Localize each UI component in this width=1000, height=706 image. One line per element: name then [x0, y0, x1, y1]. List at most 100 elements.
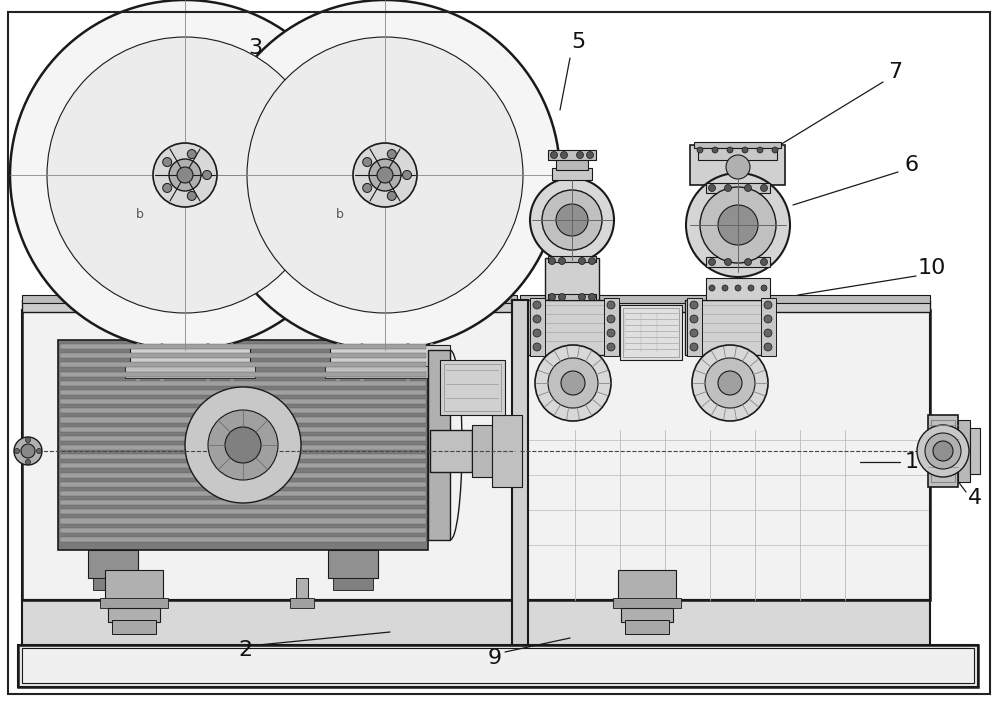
Bar	[512, 300, 528, 645]
Bar	[520, 600, 930, 645]
Bar	[958, 420, 970, 482]
Circle shape	[533, 343, 541, 351]
Circle shape	[708, 258, 716, 265]
Bar	[60, 344, 426, 349]
Bar	[970, 428, 980, 474]
Bar	[528, 300, 618, 355]
Circle shape	[387, 150, 396, 159]
Bar	[60, 381, 426, 385]
Circle shape	[185, 387, 301, 503]
Circle shape	[576, 152, 584, 159]
Circle shape	[748, 285, 754, 291]
Bar	[60, 481, 426, 486]
Circle shape	[10, 0, 360, 350]
Bar	[625, 620, 669, 634]
Circle shape	[705, 358, 755, 408]
Circle shape	[726, 155, 750, 179]
Circle shape	[690, 329, 698, 337]
Circle shape	[724, 258, 732, 265]
Circle shape	[917, 425, 969, 477]
Bar	[931, 420, 955, 482]
Circle shape	[712, 147, 718, 153]
Circle shape	[744, 258, 752, 265]
Bar	[621, 608, 673, 622]
Circle shape	[718, 205, 758, 245]
Bar	[60, 426, 426, 431]
Text: 4: 4	[968, 488, 982, 508]
Circle shape	[558, 294, 566, 301]
Bar	[472, 425, 492, 477]
Circle shape	[548, 294, 556, 301]
Bar	[112, 620, 156, 634]
Bar	[100, 598, 168, 608]
Bar	[60, 445, 426, 450]
Bar	[60, 537, 426, 542]
Circle shape	[208, 410, 278, 480]
Bar	[60, 491, 426, 496]
Circle shape	[772, 147, 778, 153]
Circle shape	[764, 329, 772, 337]
Bar	[552, 168, 592, 180]
Bar	[60, 436, 426, 441]
Bar	[520, 600, 930, 645]
Bar	[108, 608, 160, 622]
Circle shape	[225, 427, 261, 463]
Circle shape	[607, 315, 615, 323]
Circle shape	[697, 147, 703, 153]
Bar	[296, 578, 308, 600]
Circle shape	[177, 167, 193, 183]
Circle shape	[727, 147, 733, 153]
Circle shape	[561, 371, 585, 395]
Circle shape	[607, 301, 615, 309]
Bar	[333, 578, 373, 590]
Circle shape	[578, 294, 586, 301]
Bar	[60, 408, 426, 413]
Bar	[620, 305, 682, 360]
Circle shape	[690, 315, 698, 323]
Bar	[325, 366, 455, 378]
Circle shape	[530, 178, 614, 262]
Text: 10: 10	[918, 258, 946, 278]
Circle shape	[761, 258, 768, 265]
Circle shape	[387, 191, 396, 201]
Bar	[512, 300, 528, 645]
Text: 5: 5	[571, 32, 585, 52]
Bar	[58, 340, 428, 550]
Circle shape	[548, 258, 556, 265]
Bar	[60, 463, 426, 468]
Circle shape	[761, 285, 767, 291]
Circle shape	[558, 258, 566, 265]
Bar	[22, 295, 517, 303]
Bar	[706, 183, 770, 193]
Bar	[548, 256, 596, 262]
Text: 7: 7	[888, 62, 902, 82]
Bar	[18, 645, 978, 687]
Circle shape	[744, 184, 752, 191]
Bar	[556, 158, 588, 170]
Bar	[623, 308, 679, 357]
Bar	[22, 600, 517, 645]
Bar	[130, 345, 250, 367]
Bar	[604, 298, 619, 356]
Bar	[22, 648, 974, 683]
Circle shape	[761, 184, 768, 191]
Circle shape	[718, 371, 742, 395]
Bar	[687, 298, 702, 356]
Bar	[520, 295, 930, 303]
Text: b: b	[136, 208, 144, 222]
Circle shape	[533, 329, 541, 337]
Circle shape	[556, 204, 588, 236]
Bar	[430, 430, 472, 472]
Bar	[60, 353, 426, 358]
Circle shape	[247, 37, 523, 313]
Circle shape	[26, 438, 30, 443]
Bar	[444, 364, 501, 411]
Bar	[690, 145, 785, 185]
Bar	[18, 645, 978, 687]
Bar	[60, 362, 426, 367]
Circle shape	[692, 345, 768, 421]
Circle shape	[210, 0, 560, 350]
Bar	[530, 298, 545, 356]
Bar	[520, 310, 930, 600]
Bar	[22, 310, 517, 600]
